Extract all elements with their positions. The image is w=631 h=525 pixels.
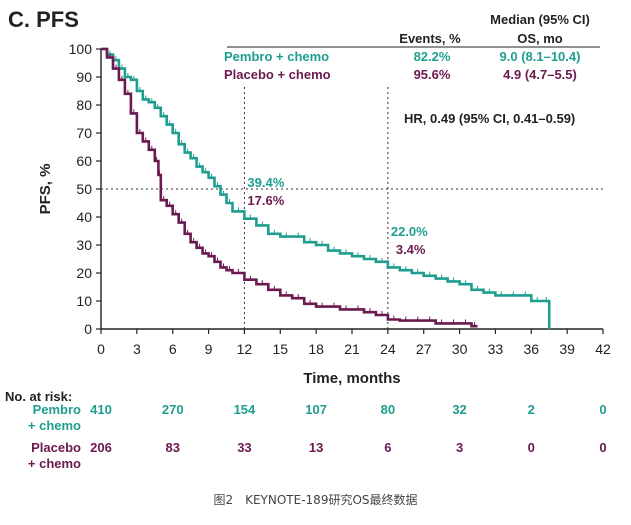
x-tick-label: 6: [169, 341, 177, 357]
x-tick-label: 33: [488, 341, 504, 357]
legend-series-name: Placebo + chemo: [224, 67, 331, 82]
at-risk-count: 107: [305, 402, 327, 417]
y-tick-label: 40: [76, 209, 92, 225]
hazard-ratio-text: HR, 0.49 (95% CI, 0.41–0.59): [404, 111, 575, 126]
legend-events-header: Events, %: [399, 31, 461, 46]
y-tick-label: 60: [76, 153, 92, 169]
landmark-rate-label: 17.6%: [247, 193, 284, 208]
legend-median-header: Median (95% CI): [490, 12, 590, 27]
at-risk-count: 33: [237, 440, 251, 455]
at-risk-row-label: Placebo: [31, 440, 81, 455]
km-curve-pembro: [101, 47, 551, 329]
at-risk-row-label: + chemo: [28, 456, 81, 471]
at-risk-count: 0: [599, 440, 606, 455]
at-risk-count: 80: [381, 402, 395, 417]
x-axis-title: Time, months: [303, 370, 400, 387]
x-tick-label: 12: [237, 341, 253, 357]
at-risk-count: 410: [90, 402, 112, 417]
at-risk-row-label: + chemo: [28, 418, 81, 433]
x-tick-label: 42: [595, 341, 611, 357]
x-tick-label: 15: [272, 341, 288, 357]
y-tick-label: 50: [76, 181, 92, 197]
x-tick-label: 39: [559, 341, 575, 357]
at-risk-count: 6: [384, 440, 391, 455]
y-tick-label: 30: [76, 237, 92, 253]
at-risk-count: 0: [528, 440, 535, 455]
y-tick-label: 100: [69, 41, 93, 57]
at-risk-count: 3: [456, 440, 463, 455]
at-risk-count: 32: [452, 402, 466, 417]
y-tick-label: 80: [76, 97, 92, 113]
at-risk-count: 154: [234, 402, 256, 417]
y-axis-title: PFS, %: [37, 164, 54, 215]
at-risk-count: 206: [90, 440, 112, 455]
legend-median-header-2: OS, mo: [517, 31, 563, 46]
landmark-rate-label: 22.0%: [391, 224, 428, 239]
y-tick-label: 0: [84, 321, 92, 337]
at-risk-title: No. at risk:: [5, 389, 72, 404]
figure-caption: 图2 KEYNOTE-189研究OS最终数据: [213, 493, 418, 507]
legend-series-name: Pembro + chemo: [224, 49, 329, 64]
at-risk-count: 270: [162, 402, 184, 417]
at-risk-count: 0: [599, 402, 606, 417]
x-tick-label: 3: [133, 341, 141, 357]
x-tick-label: 27: [416, 341, 432, 357]
legend-median-value: 9.0 (8.1–10.4): [500, 49, 581, 64]
x-tick-label: 30: [452, 341, 468, 357]
legend-median-value: 4.9 (4.7–5.5): [503, 67, 577, 82]
y-tick-label: 70: [76, 125, 92, 141]
y-tick-label: 90: [76, 69, 92, 85]
legend-events-value: 95.6%: [414, 67, 451, 82]
x-tick-label: 36: [523, 341, 539, 357]
at-risk-row-label: Pembro: [33, 402, 81, 417]
y-tick-label: 10: [76, 293, 92, 309]
y-tick-label: 20: [76, 265, 92, 281]
x-tick-label: 24: [380, 341, 396, 357]
km-curve-placebo: [101, 47, 478, 328]
panel-title: C. PFS: [8, 7, 79, 32]
landmark-rate-label: 3.4%: [396, 242, 426, 257]
landmark-rate-label: 39.4%: [247, 175, 284, 190]
at-risk-count: 13: [309, 440, 323, 455]
at-risk-count: 2: [528, 402, 535, 417]
legend-events-value: 82.2%: [414, 49, 451, 64]
x-tick-label: 0: [97, 341, 105, 357]
x-tick-label: 18: [308, 341, 324, 357]
x-tick-label: 21: [344, 341, 360, 357]
x-tick-label: 9: [205, 341, 213, 357]
at-risk-count: 83: [165, 440, 179, 455]
